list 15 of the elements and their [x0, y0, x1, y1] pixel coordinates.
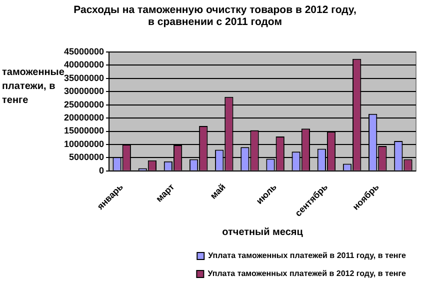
y-tick-label: 35000000: [64, 72, 104, 83]
y-tick-label: 45000000: [64, 46, 104, 56]
y-tick-label: 0: [99, 165, 104, 176]
y-tick-label: 40000000: [64, 60, 104, 70]
y-tick-label: 25000000: [64, 99, 104, 110]
legend-label: Уплата таможенных платежей в 2011 году, в тенге: [208, 251, 407, 260]
y-tick-label: 30000000: [64, 86, 104, 96]
y-tick-label: 15000000: [64, 126, 104, 136]
x-axis-title: отчетный месяц: [222, 226, 304, 238]
y-tick-label: 10000000: [64, 138, 104, 149]
y-axis-title: таможенные платежи, в тенге: [2, 67, 64, 106]
chart-title: Расходы на таможенную очистку товаров в 2012 году, в сравнении с 2011 годом: [72, 4, 358, 28]
y-tick-label: 20000000: [64, 112, 104, 123]
y-tick-label: 5000000: [68, 152, 104, 162]
legend-label: Уплата таможенных платежей в 2012 году, в тенге: [208, 269, 407, 278]
